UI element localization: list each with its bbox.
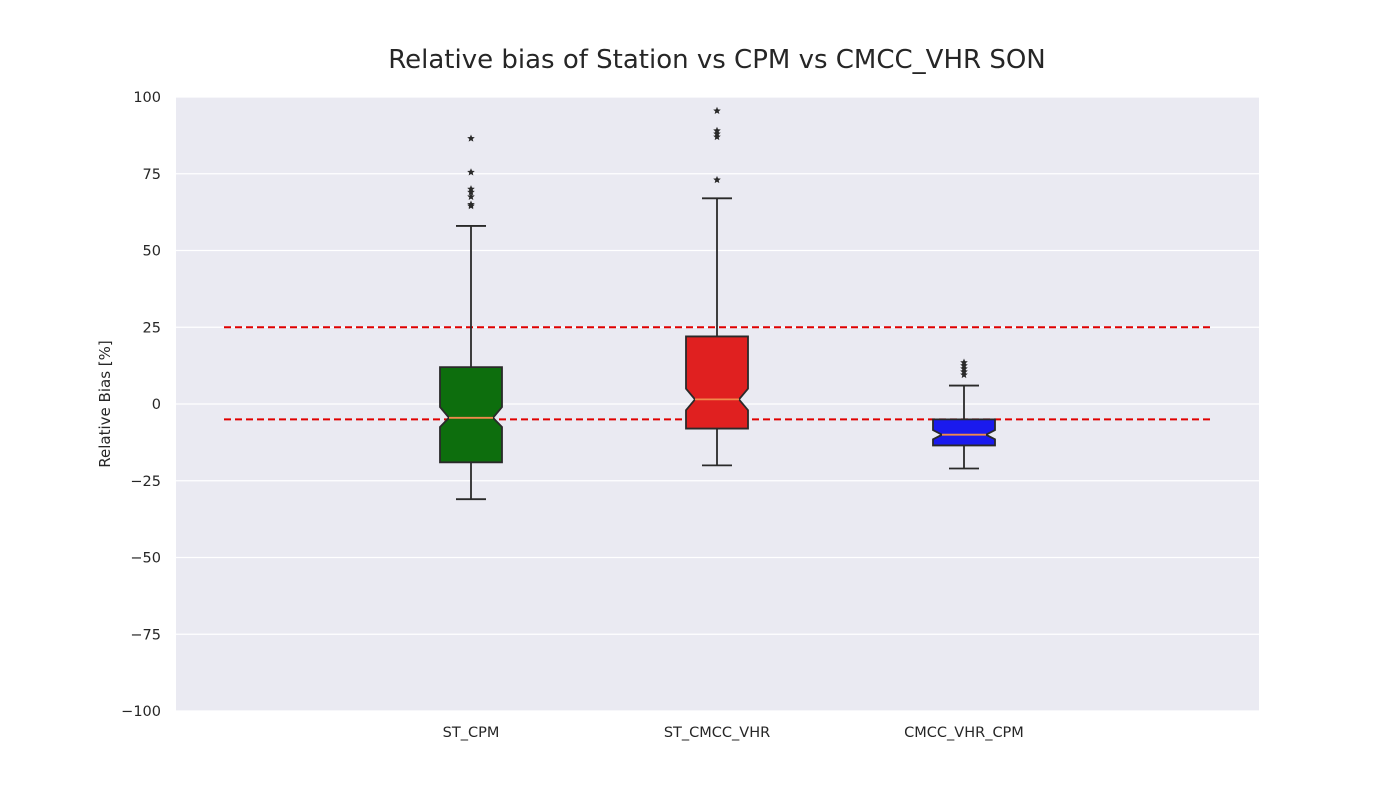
- outlier-point: [960, 370, 968, 379]
- outlier-point: [467, 185, 475, 193]
- outlier-point: [467, 134, 475, 142]
- outlier-point: [960, 364, 968, 372]
- outlier-point: [467, 168, 475, 176]
- y-axis-label: Relative Bias [%]: [96, 340, 114, 467]
- outlier-point: [467, 200, 475, 208]
- box-cmcc-vhr-cpm: [932, 358, 996, 470]
- y-tick-label: −75: [130, 627, 161, 643]
- x-tick-label: CMCC_VHR_CPM: [904, 725, 1024, 741]
- outlier-point: [960, 361, 968, 369]
- chart-title: Relative bias of Station vs CPM vs CMCC_…: [388, 45, 1046, 75]
- outlier-point: [713, 132, 721, 141]
- y-tick-label: 25: [143, 320, 161, 336]
- x-tick-label: ST_CMCC_VHR: [664, 725, 770, 741]
- y-tick-label: 75: [143, 167, 161, 183]
- outlier-point: [713, 126, 721, 135]
- outlier-point: [960, 358, 968, 366]
- x-tick-label: ST_CPM: [443, 725, 500, 741]
- y-tick-label: −25: [130, 474, 161, 490]
- y-tick-label: −50: [130, 551, 161, 567]
- y-tick-label: −100: [121, 704, 161, 720]
- outlier-point: [960, 367, 968, 375]
- outlier-point: [713, 106, 721, 115]
- outlier-point: [467, 188, 475, 196]
- boxes: [439, 106, 996, 501]
- outlier-point: [713, 129, 721, 138]
- y-tick-label: 50: [143, 244, 161, 260]
- y-tick-label: 0: [152, 397, 161, 413]
- box-body: [685, 335, 749, 430]
- outlier-point: [713, 175, 721, 184]
- box-st-cpm: [439, 134, 503, 501]
- box-body: [439, 366, 503, 464]
- y-axis-ticks: 100 75 50 25 0 −25 −50 −75 −100: [121, 90, 161, 720]
- y-tick-label: 100: [133, 90, 161, 106]
- outlier-point: [467, 192, 475, 201]
- box-st-cmcc-vhr: [685, 106, 749, 467]
- x-axis-ticks: ST_CPM ST_CMCC_VHR CMCC_VHR_CPM: [443, 725, 1024, 741]
- box-body: [932, 418, 996, 447]
